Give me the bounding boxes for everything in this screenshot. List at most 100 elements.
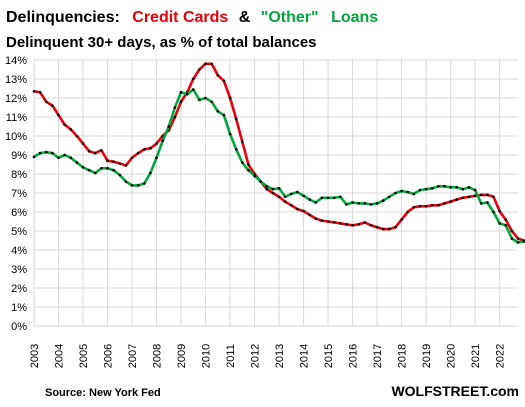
data-point bbox=[271, 187, 275, 191]
data-point bbox=[75, 161, 79, 164]
data-point bbox=[394, 191, 397, 195]
data-point bbox=[271, 191, 275, 195]
data-point bbox=[100, 167, 103, 170]
title-part-delinquencies: Delinquencies: bbox=[6, 9, 120, 26]
y-tick-label: 3% bbox=[11, 264, 27, 276]
data-point bbox=[112, 160, 115, 163]
data-point bbox=[388, 195, 391, 199]
data-point bbox=[265, 185, 269, 188]
data-point bbox=[424, 205, 428, 208]
data-point bbox=[198, 98, 201, 102]
data-point bbox=[516, 237, 520, 240]
data-point bbox=[222, 113, 226, 117]
data-point bbox=[228, 132, 232, 136]
data-point bbox=[63, 123, 66, 126]
y-tick-label: 12% bbox=[5, 93, 27, 105]
data-point bbox=[345, 203, 348, 206]
data-point bbox=[455, 198, 459, 201]
y-tick-label: 13% bbox=[5, 74, 27, 86]
data-point bbox=[247, 168, 250, 172]
data-point bbox=[124, 164, 128, 167]
data-point bbox=[63, 153, 66, 157]
data-point bbox=[320, 219, 324, 222]
data-point bbox=[473, 194, 477, 198]
data-point bbox=[296, 190, 299, 194]
data-point bbox=[57, 113, 60, 117]
x-tick-label: 2003 bbox=[29, 344, 41, 368]
data-point bbox=[430, 204, 434, 207]
title-part-loans: Loans bbox=[331, 9, 378, 26]
data-point bbox=[241, 140, 244, 143]
data-point bbox=[479, 193, 483, 197]
data-point bbox=[498, 209, 501, 213]
data-point bbox=[222, 79, 226, 83]
data-point bbox=[332, 196, 336, 200]
x-tick-label: 2012 bbox=[250, 344, 262, 368]
data-point bbox=[259, 180, 263, 183]
data-point bbox=[94, 151, 97, 155]
data-point bbox=[455, 186, 459, 189]
data-point bbox=[118, 162, 122, 165]
data-point bbox=[394, 225, 397, 229]
data-point bbox=[283, 195, 287, 199]
data-point bbox=[143, 182, 146, 185]
data-point bbox=[492, 195, 495, 199]
data-point bbox=[179, 91, 183, 94]
data-point bbox=[216, 110, 220, 113]
y-tick-label: 9% bbox=[11, 150, 27, 162]
data-point bbox=[192, 77, 195, 81]
data-point bbox=[308, 213, 312, 217]
y-tick-label: 1% bbox=[11, 302, 27, 314]
data-point bbox=[118, 173, 122, 177]
data-point bbox=[345, 223, 348, 226]
data-point bbox=[320, 196, 324, 200]
data-point bbox=[161, 139, 164, 143]
data-point bbox=[51, 151, 54, 155]
data-point bbox=[81, 142, 85, 145]
series-lines bbox=[32, 62, 525, 244]
data-point bbox=[314, 201, 318, 204]
data-point bbox=[38, 151, 42, 155]
data-point bbox=[94, 171, 97, 175]
x-tick-label: 2015 bbox=[323, 344, 335, 368]
data-point bbox=[443, 202, 446, 205]
data-point bbox=[449, 186, 452, 189]
data-point bbox=[210, 100, 213, 104]
data-point bbox=[339, 195, 342, 199]
data-point bbox=[136, 184, 140, 187]
data-point bbox=[412, 206, 416, 209]
data-point bbox=[498, 222, 501, 225]
data-point bbox=[192, 88, 195, 91]
data-point bbox=[314, 217, 318, 220]
x-tick-label: 2004 bbox=[54, 344, 66, 368]
data-point bbox=[45, 100, 48, 104]
data-point bbox=[430, 187, 434, 190]
data-point bbox=[69, 128, 73, 131]
data-point bbox=[449, 200, 452, 203]
data-point bbox=[155, 156, 158, 160]
y-tick-label: 7% bbox=[11, 188, 27, 200]
data-point bbox=[167, 125, 171, 128]
y-tick-label: 4% bbox=[11, 245, 27, 257]
data-point bbox=[369, 203, 373, 206]
data-point bbox=[51, 104, 54, 107]
x-tick-label: 2019 bbox=[421, 344, 433, 368]
data-point bbox=[210, 62, 213, 66]
data-point bbox=[247, 163, 250, 166]
x-tick-label: 2011 bbox=[225, 344, 237, 368]
data-point bbox=[124, 180, 128, 183]
data-point bbox=[467, 186, 471, 189]
y-tick-label: 14% bbox=[5, 55, 27, 67]
data-point bbox=[504, 224, 508, 227]
y-tick-label: 10% bbox=[5, 131, 27, 143]
data-point bbox=[216, 73, 220, 77]
data-point bbox=[375, 225, 379, 229]
data-point bbox=[363, 202, 367, 205]
data-point bbox=[69, 156, 73, 160]
data-point bbox=[400, 189, 403, 193]
x-tick-label: 2010 bbox=[201, 344, 213, 368]
data-point bbox=[400, 218, 403, 221]
data-point bbox=[155, 142, 158, 145]
data-point bbox=[149, 147, 152, 150]
data-point bbox=[173, 106, 177, 109]
